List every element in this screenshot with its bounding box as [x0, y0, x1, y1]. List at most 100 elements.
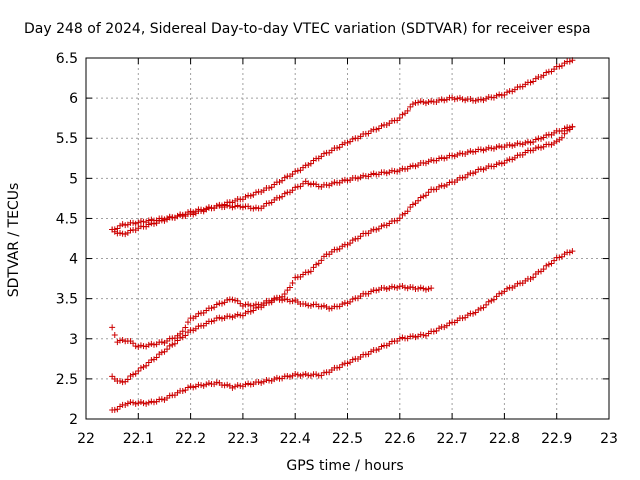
data-point [143, 362, 150, 369]
data-point [339, 177, 346, 184]
data-point [245, 301, 252, 308]
data-point [373, 226, 380, 233]
data-point [320, 150, 327, 157]
data-point [218, 300, 225, 307]
data-point [239, 302, 246, 309]
data-point [504, 157, 511, 164]
data-point [420, 193, 427, 200]
data-point [190, 384, 197, 391]
data-point [472, 309, 479, 316]
data-point [462, 97, 469, 104]
data-point [161, 217, 168, 224]
data-point [428, 98, 435, 105]
data-point [213, 301, 220, 308]
data-point [150, 220, 157, 227]
data-point [320, 302, 327, 309]
data-point [349, 135, 356, 142]
data-point [336, 364, 343, 371]
data-point [399, 165, 406, 172]
data-point [336, 245, 343, 252]
data-point [205, 204, 212, 211]
data-point [373, 126, 380, 133]
data-point [234, 297, 241, 304]
data-point [396, 215, 403, 222]
data-point [169, 341, 176, 348]
data-point [472, 97, 479, 104]
data-point [122, 222, 129, 229]
data-point [470, 148, 477, 155]
y-tick-label: 5 [69, 171, 78, 187]
data-point [174, 212, 181, 219]
data-point [213, 315, 220, 322]
data-point [480, 97, 487, 104]
data-point [477, 146, 484, 153]
data-point [409, 201, 416, 208]
data-point [441, 155, 448, 162]
data-point [310, 180, 317, 187]
data-point [375, 125, 382, 132]
data-point [373, 287, 380, 294]
data-point [216, 314, 223, 321]
data-point [286, 373, 293, 380]
data-point [493, 144, 500, 151]
data-point [462, 314, 469, 321]
data-point [412, 163, 419, 170]
data-point [425, 285, 432, 292]
x-tick-label: 22.2 [175, 431, 206, 447]
data-point [480, 166, 487, 173]
data-point [509, 142, 516, 149]
data-point [281, 174, 288, 181]
data-point [407, 103, 414, 110]
data-point [313, 261, 320, 268]
y-ticks: 2 2.5 3 3.5 4 4.5 5 5.5 6 6.5 [56, 51, 609, 428]
data-point [543, 69, 550, 76]
data-point [292, 184, 299, 191]
data-point [522, 139, 529, 146]
data-point [524, 138, 531, 145]
data-point [436, 97, 443, 104]
data-point [456, 94, 463, 101]
data-point [378, 122, 385, 129]
data-point [422, 100, 429, 107]
data-point [334, 246, 341, 253]
data-point [305, 269, 312, 276]
series-3 [109, 282, 435, 350]
data-point [237, 203, 244, 210]
data-point [305, 180, 312, 187]
y-tick-label: 3 [69, 332, 78, 348]
data-point [200, 382, 207, 389]
data-point [334, 364, 341, 371]
data-point [527, 139, 534, 146]
data-point [388, 283, 395, 290]
data-point [391, 284, 398, 291]
data-point [132, 220, 139, 227]
data-point [279, 177, 286, 184]
data-point [456, 150, 463, 157]
data-point [271, 376, 278, 383]
data-point [417, 98, 424, 105]
data-point [459, 96, 466, 103]
data-point [446, 320, 453, 327]
data-point [347, 138, 354, 145]
data-point [245, 380, 252, 387]
data-point [527, 275, 534, 282]
data-point [420, 331, 427, 338]
data-point [496, 290, 503, 297]
data-point [268, 299, 275, 306]
data-point [493, 161, 500, 168]
data-point [519, 141, 526, 148]
data-point [203, 205, 210, 212]
data-point [323, 181, 330, 188]
data-point [119, 221, 126, 228]
data-point [501, 160, 508, 167]
data-point [336, 144, 343, 151]
data-point [130, 340, 137, 347]
data-point [436, 183, 443, 190]
data-point [137, 398, 144, 405]
data-point [496, 143, 503, 150]
data-point [192, 325, 199, 332]
data-point [451, 96, 458, 103]
data-point [449, 94, 456, 101]
data-point [158, 217, 165, 224]
